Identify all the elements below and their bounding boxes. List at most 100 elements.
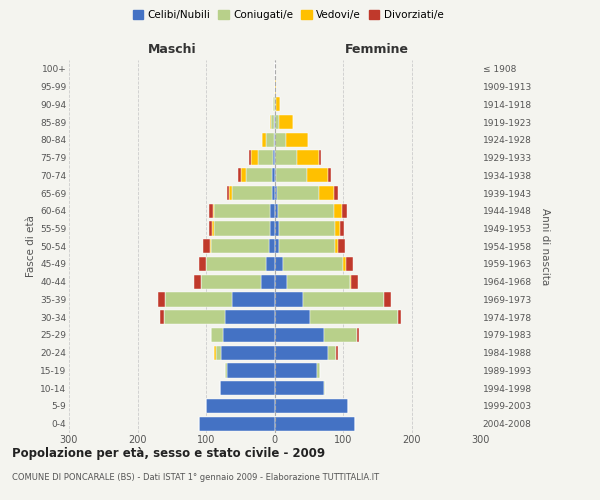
Bar <box>227 364 275 378</box>
Bar <box>270 115 271 129</box>
Bar <box>350 274 351 289</box>
Bar <box>276 168 307 182</box>
Bar <box>275 168 276 182</box>
Bar <box>275 257 283 271</box>
Bar <box>214 222 270 235</box>
Legend: Celibi/Nubili, Coniugati/e, Vedovi/e, Divorziati/e: Celibi/Nubili, Coniugati/e, Vedovi/e, Di… <box>128 6 448 25</box>
Bar <box>287 274 350 289</box>
Bar <box>278 222 335 235</box>
Text: Femmine: Femmine <box>345 44 409 57</box>
Bar <box>310 310 398 324</box>
Text: COMUNE DI PONCARALE (BS) - Dati ISTAT 1° gennaio 2009 - Elaborazione TUTTITALIA.: COMUNE DI PONCARALE (BS) - Dati ISTAT 1°… <box>12 472 379 482</box>
Bar <box>275 328 324 342</box>
Bar <box>334 186 338 200</box>
Bar <box>273 97 275 112</box>
Bar <box>266 132 274 147</box>
Bar <box>232 186 272 200</box>
Bar <box>272 186 275 200</box>
Bar <box>275 150 297 164</box>
Bar <box>277 186 319 200</box>
Bar <box>203 239 210 254</box>
Bar <box>199 416 275 430</box>
Bar <box>319 150 321 164</box>
Bar <box>262 132 266 147</box>
Text: Popolazione per età, sesso e stato civile - 2009: Popolazione per età, sesso e stato civil… <box>12 448 325 460</box>
Bar <box>275 97 276 112</box>
Bar <box>307 168 328 182</box>
Bar <box>274 132 275 147</box>
Bar <box>335 239 338 254</box>
Bar <box>209 204 213 218</box>
Bar <box>275 239 278 254</box>
Bar <box>241 168 247 182</box>
Bar <box>278 239 335 254</box>
Bar <box>283 257 343 271</box>
Bar <box>215 346 221 360</box>
Bar <box>199 257 206 271</box>
Bar <box>223 328 275 342</box>
Bar <box>328 168 331 182</box>
Bar <box>334 204 343 218</box>
Bar <box>275 416 355 430</box>
Bar <box>164 310 225 324</box>
Bar <box>324 328 356 342</box>
Bar <box>340 222 344 235</box>
Bar <box>346 257 353 271</box>
Bar <box>247 168 272 182</box>
Bar <box>251 150 258 164</box>
Bar <box>210 239 211 254</box>
Bar <box>273 150 275 164</box>
Bar <box>275 204 278 218</box>
Bar <box>279 115 293 129</box>
Y-axis label: Fasce di età: Fasce di età <box>26 216 36 277</box>
Bar <box>160 310 164 324</box>
Bar <box>211 328 223 342</box>
Bar <box>275 186 277 200</box>
Bar <box>275 274 287 289</box>
Y-axis label: Anni di nascita: Anni di nascita <box>541 208 550 285</box>
Bar <box>356 328 359 342</box>
Bar <box>270 222 275 235</box>
Bar <box>343 204 347 218</box>
Bar <box>272 168 275 182</box>
Bar <box>232 292 275 306</box>
Bar <box>319 186 334 200</box>
Bar <box>227 186 229 200</box>
Bar <box>211 239 269 254</box>
Bar <box>229 186 232 200</box>
Bar <box>213 204 214 218</box>
Bar <box>398 310 401 324</box>
Bar <box>275 222 278 235</box>
Bar <box>220 381 275 395</box>
Bar <box>165 292 232 306</box>
Bar <box>266 257 275 271</box>
Bar <box>200 274 261 289</box>
Bar <box>278 204 334 218</box>
Bar <box>351 274 358 289</box>
Bar <box>384 292 391 306</box>
Bar <box>261 274 275 289</box>
Bar <box>194 274 200 289</box>
Bar <box>276 97 280 112</box>
Bar <box>335 222 340 235</box>
Bar <box>209 222 212 235</box>
Bar <box>275 132 286 147</box>
Bar <box>221 346 275 360</box>
Bar <box>271 204 275 218</box>
Bar <box>275 399 349 413</box>
Bar <box>324 381 325 395</box>
Bar <box>275 346 328 360</box>
Text: Maschi: Maschi <box>148 44 196 57</box>
Bar <box>328 346 336 360</box>
Bar <box>338 239 345 254</box>
Bar <box>269 239 275 254</box>
Bar <box>271 115 274 129</box>
Bar <box>275 364 317 378</box>
Bar <box>206 399 275 413</box>
Bar <box>158 292 165 306</box>
Bar <box>303 292 384 306</box>
Bar <box>343 257 346 271</box>
Bar <box>249 150 251 164</box>
Bar <box>275 310 310 324</box>
Bar <box>214 204 271 218</box>
